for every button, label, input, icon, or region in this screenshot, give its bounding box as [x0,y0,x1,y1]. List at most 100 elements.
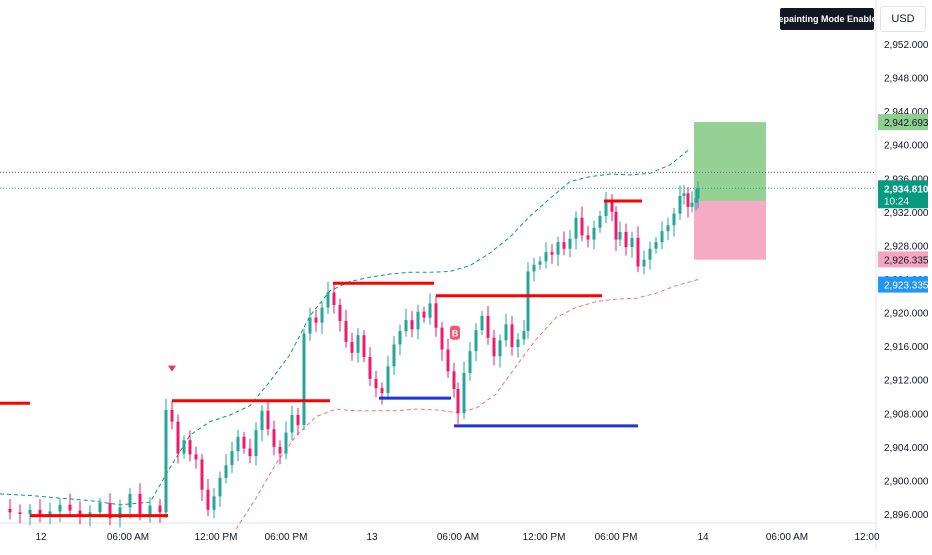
candle-body [516,339,520,347]
candle-body [290,414,294,433]
candle-body [538,261,542,265]
candle-body [338,305,342,321]
candle-body [446,349,450,372]
candle-body [504,324,508,341]
candle-body [58,504,62,512]
candle-body [510,324,514,347]
candle-body [456,388,460,414]
upper-band [0,148,691,506]
x-tick-label: 06:00 AM [766,532,808,543]
candle-body [108,503,112,519]
candle-body [182,440,186,454]
y-tick-label: 2,904.000 [884,443,929,454]
candle-body [266,410,270,430]
candle-body [480,315,484,331]
y-tick-label: 2,928.000 [884,241,929,252]
y-tick-label: 2,900.000 [884,476,929,487]
y-tick-label: 2,936.000 [884,174,929,185]
candle-body [398,331,402,345]
candle-body [176,421,180,454]
candle-body [158,505,162,513]
candle-body [278,446,282,454]
candle-body [28,509,32,514]
candle-body [362,335,366,358]
x-tick-label: 06:00 PM [595,532,638,543]
candle-body [486,315,490,338]
candle-body [260,410,264,431]
candle-body [344,320,348,342]
price-label-stop [878,276,928,293]
price-label-take-profit [878,114,928,131]
candle-body [618,232,622,240]
candle-body [38,509,42,516]
candle-body [380,388,384,394]
candle-body [440,327,444,350]
candle-body [532,264,536,272]
candle-body [48,511,52,516]
candle-body [610,201,614,212]
candle-body [18,512,22,514]
candle-body [474,330,478,352]
plot-area[interactable] [0,0,876,523]
candle-body [694,198,698,203]
candle-body [462,373,466,414]
candle-body [138,493,142,514]
y-tick-label: 2,952.000 [884,40,929,51]
candle-body [604,201,608,217]
candle-body [284,432,288,454]
repainting-mode-badge: Repainting Mode Enabled [772,8,882,30]
candle-body [8,508,12,513]
y-tick-label: 2,896.000 [884,510,929,521]
candle-body [326,292,330,308]
candle-body [218,477,222,497]
candle-body [230,451,234,466]
candle-body [170,409,174,422]
price-label-entry [878,251,928,268]
candle-body [392,344,396,367]
lower-band [235,278,701,530]
candle-body [630,237,634,248]
currency-selector[interactable]: USD [880,6,926,32]
candle-body [586,235,590,240]
x-tick-label: 06:00 AM [107,532,149,543]
y-tick-label: 2,932.000 [884,208,929,219]
candle-body [314,317,318,323]
candle-body [248,448,252,457]
candle-body [350,341,354,353]
candle-body [254,430,258,457]
candle-body [78,510,82,517]
price-label-stop-value: 2,923.335 [884,281,929,292]
candle-body [374,378,378,389]
candle-body [636,237,640,267]
candle-body [672,213,676,226]
candle-body [368,357,372,379]
x-tick-label: 12:00 PM [523,532,566,543]
price-label-take-profit-value: 2,942.693 [884,118,929,129]
candle-body [200,459,204,490]
candle-body [98,503,102,513]
candle-body [598,216,602,228]
candle-body [592,227,596,240]
candle-body [416,311,420,330]
candle-body [522,331,526,340]
y-tick-label: 2,944.000 [884,107,929,118]
candle-body [206,489,210,510]
price-label-countdown: 10:24 [884,196,909,207]
candle-body [624,232,628,248]
x-tick-label: 06:00 PM [265,532,308,543]
candle-body [574,217,578,239]
candle-body [526,271,530,332]
candle-body [666,225,670,232]
candle-body [678,195,682,214]
x-tick-label: 12 [35,532,47,543]
candle-body [212,496,216,510]
x-tick-label: 12:00 PM [195,532,238,543]
price-label-current-value: 2,934.810 [884,184,929,195]
price-label-current [878,180,928,209]
candle-body [302,333,306,426]
take-profit-zone [694,122,766,201]
candle-body [468,351,472,373]
candle-body [320,307,324,323]
